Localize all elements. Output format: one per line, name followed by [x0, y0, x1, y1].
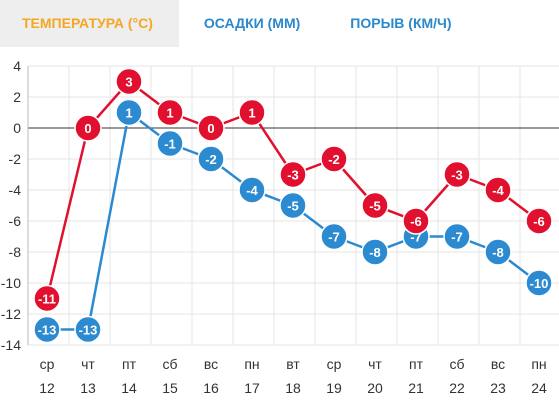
data-point-max [279, 160, 307, 189]
data-point-min [279, 191, 307, 220]
data-point-min [33, 315, 61, 344]
data-point-min [238, 176, 266, 204]
x-tick-day-label: ср [40, 356, 55, 372]
y-tick-label: 4 [13, 58, 21, 74]
data-point-min [320, 222, 348, 251]
data-label: -7 [451, 230, 463, 245]
x-tick-date-label: 15 [162, 380, 178, 396]
data-label: -4 [492, 183, 504, 198]
data-point-min [361, 238, 389, 266]
data-point-max [320, 145, 348, 173]
x-tick-day-label: вс [491, 356, 505, 372]
tab-wind-gust[interactable]: ПОРЫВ (КМ/Ч) [350, 15, 452, 31]
data-label: -3 [451, 168, 463, 183]
y-tick-label: -4 [9, 182, 22, 198]
x-tick-day-label: чт [81, 356, 95, 372]
tab-temperature[interactable]: ТЕМПЕРАТУРА (°C) [0, 0, 179, 47]
x-tick-date-label: 23 [490, 380, 506, 396]
x-tick-date-label: 24 [531, 380, 547, 396]
data-label: -2 [205, 152, 217, 167]
data-point-max [74, 114, 102, 142]
data-label: -8 [492, 245, 504, 260]
x-tick-date-label: 14 [121, 380, 137, 396]
y-tick-label: -12 [1, 306, 21, 322]
data-label: -5 [287, 199, 299, 214]
data-label: -5 [369, 199, 381, 214]
data-point-min [443, 222, 471, 251]
data-label: 0 [207, 121, 214, 136]
x-tick-day-label: сб [162, 356, 177, 372]
data-label: -3 [287, 168, 299, 183]
data-label: 1 [125, 106, 132, 121]
data-point-min [197, 145, 225, 173]
x-tick-day-label: пт [409, 356, 424, 372]
data-label: 3 [125, 75, 132, 90]
data-point-min [525, 269, 553, 297]
temperature-chart: 420-2-4-6-8-10-12-14ср12чт13пт14сб15вс16… [1, 58, 559, 396]
data-label: -8 [369, 245, 381, 260]
x-tick-day-label: пн [531, 356, 546, 372]
data-point-min [484, 238, 512, 266]
data-label: -6 [410, 214, 422, 229]
y-tick-label: -10 [1, 275, 21, 291]
x-tick-date-label: 20 [367, 380, 383, 396]
data-label: -13 [38, 323, 57, 338]
data-label: 1 [166, 106, 173, 121]
x-tick-day-label: чт [368, 356, 382, 372]
x-tick-date-label: 13 [80, 380, 96, 396]
x-tick-day-label: вт [286, 356, 300, 372]
data-point-min [115, 98, 143, 127]
x-tick-date-label: 16 [203, 380, 219, 396]
data-label: -7 [328, 230, 340, 245]
data-label: -1 [164, 137, 176, 152]
y-tick-label: -2 [9, 151, 22, 167]
data-label: -2 [328, 152, 340, 167]
x-tick-day-label: пн [244, 356, 259, 372]
y-tick-label: 2 [13, 89, 21, 105]
data-point-min [74, 315, 102, 344]
x-tick-day-label: пт [122, 356, 137, 372]
data-label: -11 [38, 292, 56, 307]
y-tick-label: -14 [1, 337, 21, 353]
y-tick-label: -6 [9, 213, 22, 229]
y-tick-label: -8 [9, 244, 22, 260]
x-tick-date-label: 12 [39, 380, 55, 396]
data-point-min [156, 129, 184, 158]
data-label: -4 [246, 183, 258, 198]
data-point-max [115, 67, 143, 96]
x-tick-date-label: 17 [244, 380, 260, 396]
tab-precipitation[interactable]: ОСАДКИ (ММ) [203, 15, 301, 31]
x-tick-date-label: 18 [285, 380, 301, 396]
data-point-max [238, 98, 266, 127]
data-label: 1 [248, 106, 255, 121]
data-label: 0 [84, 121, 91, 136]
tab-bar: ТЕМПЕРАТУРА (°C) ОСАДКИ (ММ) ПОРЫВ (КМ/Ч… [0, 0, 559, 47]
x-tick-day-label: вс [204, 356, 218, 372]
data-point-max [156, 98, 184, 127]
data-point-max [197, 114, 225, 142]
data-point-max [361, 191, 389, 220]
x-tick-date-label: 22 [449, 380, 465, 396]
data-point-max [525, 207, 553, 235]
x-tick-date-label: 21 [408, 380, 424, 396]
x-tick-day-label: сб [449, 356, 464, 372]
y-tick-label: 0 [13, 120, 21, 136]
x-tick-day-label: ср [327, 356, 342, 372]
data-label: -6 [533, 214, 545, 229]
data-point-max [402, 207, 430, 235]
x-tick-date-label: 19 [326, 380, 342, 396]
data-point-max [33, 284, 61, 313]
data-label: -7 [410, 230, 422, 245]
data-point-max [443, 160, 471, 189]
data-point-max [484, 176, 512, 204]
data-label: -10 [530, 276, 549, 291]
data-label: -13 [79, 323, 98, 338]
